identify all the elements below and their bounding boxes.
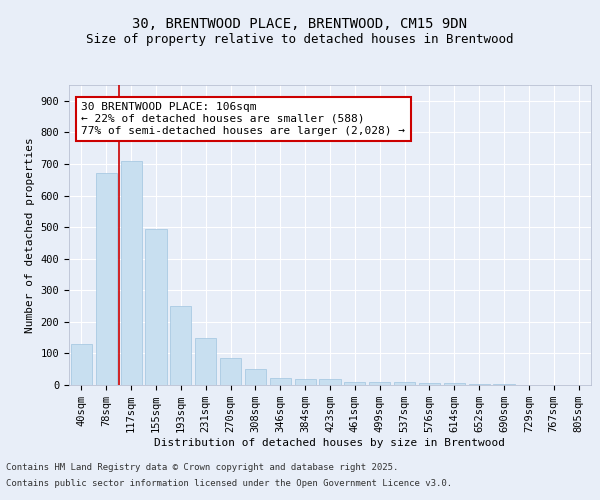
Text: 30 BRENTWOOD PLACE: 106sqm
← 22% of detached houses are smaller (588)
77% of sem: 30 BRENTWOOD PLACE: 106sqm ← 22% of deta… xyxy=(82,102,406,136)
Bar xyxy=(493,384,515,385)
Bar xyxy=(121,161,142,385)
Bar xyxy=(444,384,465,385)
Bar xyxy=(469,384,490,385)
Text: Contains HM Land Registry data © Crown copyright and database right 2025.: Contains HM Land Registry data © Crown c… xyxy=(6,464,398,472)
Text: 30, BRENTWOOD PLACE, BRENTWOOD, CM15 9DN: 30, BRENTWOOD PLACE, BRENTWOOD, CM15 9DN xyxy=(133,18,467,32)
X-axis label: Distribution of detached houses by size in Brentwood: Distribution of detached houses by size … xyxy=(155,438,505,448)
Bar xyxy=(170,306,191,385)
Bar xyxy=(145,228,167,385)
Bar xyxy=(245,369,266,385)
Bar xyxy=(96,174,117,385)
Text: Contains public sector information licensed under the Open Government Licence v3: Contains public sector information licen… xyxy=(6,478,452,488)
Bar xyxy=(319,380,341,385)
Bar xyxy=(394,382,415,385)
Bar xyxy=(220,358,241,385)
Bar xyxy=(369,382,390,385)
Y-axis label: Number of detached properties: Number of detached properties xyxy=(25,137,35,333)
Bar xyxy=(71,344,92,385)
Bar xyxy=(195,338,216,385)
Text: Size of property relative to detached houses in Brentwood: Size of property relative to detached ho… xyxy=(86,32,514,46)
Bar xyxy=(270,378,291,385)
Bar xyxy=(419,383,440,385)
Bar xyxy=(344,382,365,385)
Bar xyxy=(295,378,316,385)
